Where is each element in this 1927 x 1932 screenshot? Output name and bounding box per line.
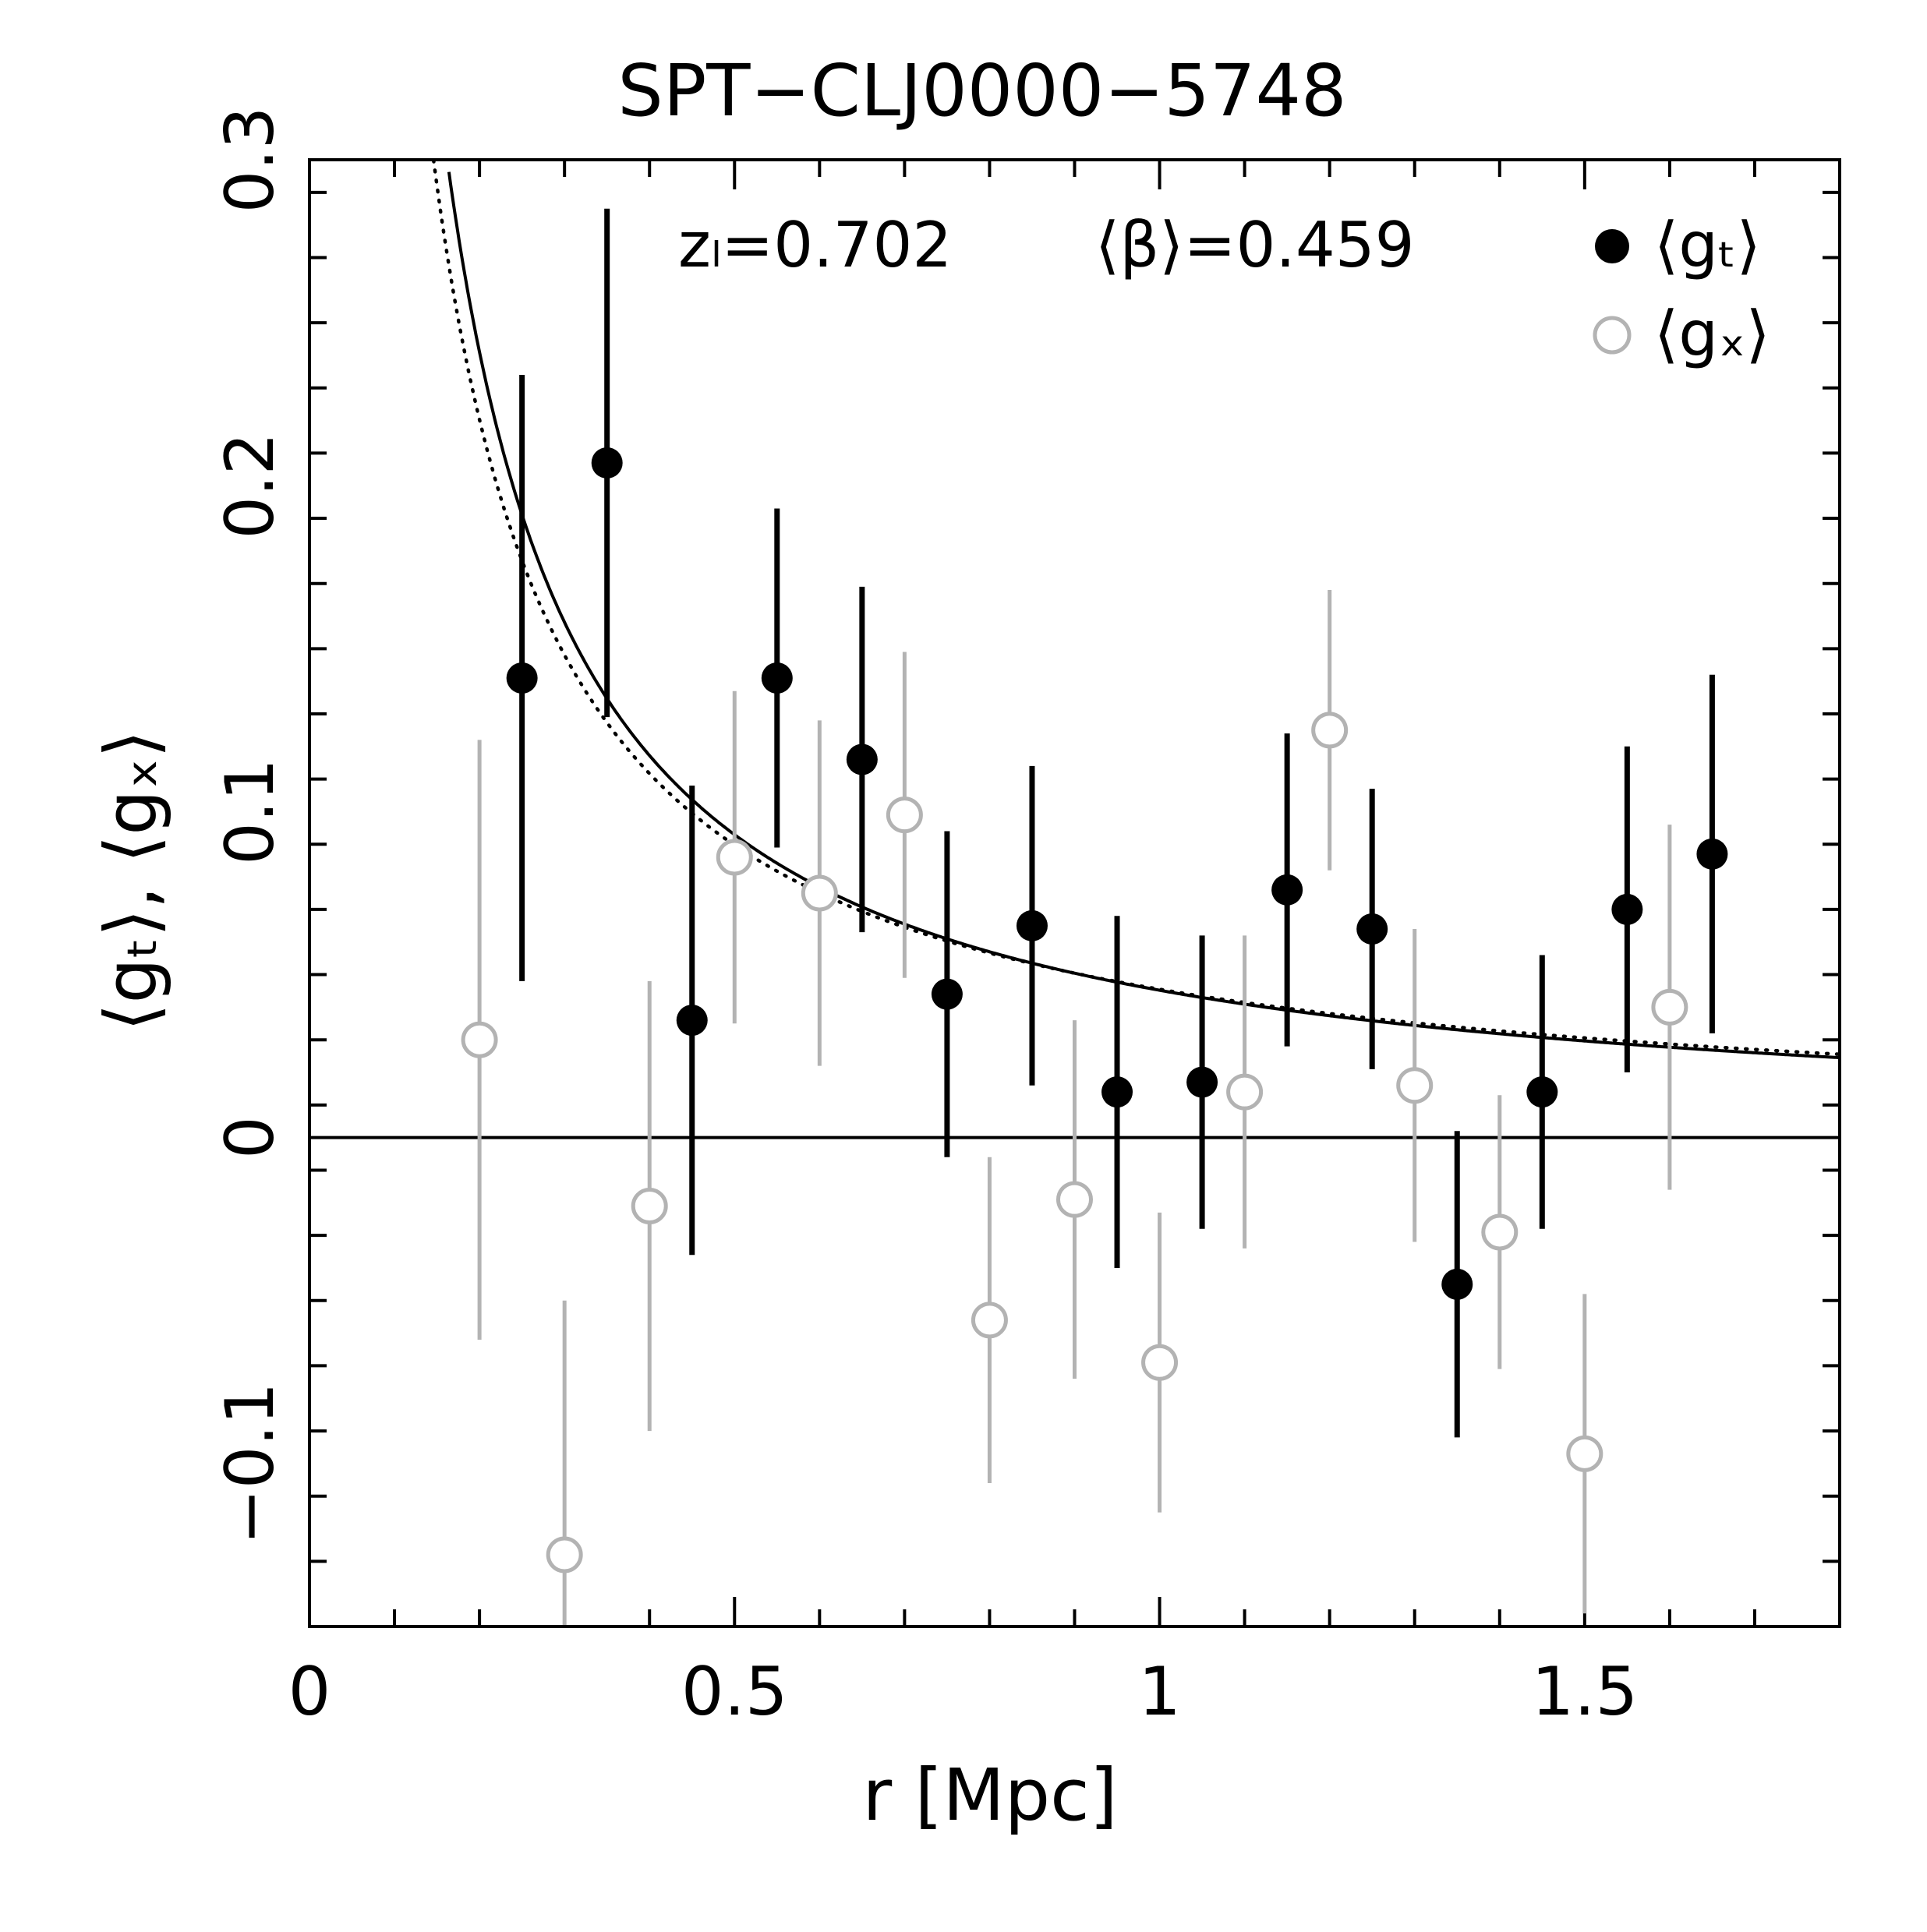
gx-point bbox=[461, 1021, 498, 1058]
gt-point bbox=[761, 662, 793, 694]
gx-point bbox=[631, 1187, 668, 1224]
legend-gt-marker bbox=[1595, 229, 1629, 263]
gt-point bbox=[1611, 893, 1643, 925]
gt-point bbox=[846, 743, 878, 775]
gx-point bbox=[546, 1536, 583, 1574]
model-curve-dotted bbox=[431, 158, 1842, 1056]
y-tick-label: 0.2 bbox=[211, 433, 289, 539]
gt-point bbox=[1101, 1076, 1133, 1108]
gt-point bbox=[1526, 1076, 1558, 1108]
y-axis-label: ⟨gₜ⟩, ⟨gₓ⟩ bbox=[90, 730, 173, 1032]
gt-point bbox=[506, 662, 538, 694]
gt-point bbox=[1186, 1066, 1218, 1098]
gx-point bbox=[1141, 1344, 1179, 1381]
gt-point bbox=[1016, 909, 1048, 941]
series-gt bbox=[506, 208, 1728, 1438]
gx-point bbox=[1056, 1181, 1093, 1218]
gt-point bbox=[676, 1005, 708, 1037]
gx-point bbox=[1396, 1067, 1434, 1104]
chart-title: SPT−CLJ0000−5748 bbox=[617, 49, 1346, 132]
y-tick-label: −0.1 bbox=[211, 1382, 289, 1545]
gx-point bbox=[971, 1302, 1008, 1339]
beta-annotation: ⟨β⟩=0.459 bbox=[1095, 209, 1415, 281]
gx-point bbox=[1481, 1213, 1519, 1251]
gt-point bbox=[1271, 874, 1303, 906]
gx-point bbox=[886, 796, 923, 834]
x-tick-label: 1.5 bbox=[1531, 1653, 1638, 1731]
gx-point bbox=[1566, 1435, 1603, 1472]
gt-point bbox=[1441, 1268, 1473, 1300]
y-tick-label: 0.3 bbox=[211, 107, 289, 214]
model-curve-solid bbox=[447, 171, 1840, 1060]
gt-point bbox=[591, 447, 623, 479]
gx-point bbox=[1226, 1073, 1264, 1111]
axis-ticks bbox=[308, 160, 1841, 1628]
legend-gt-label: ⟨gₜ⟩ bbox=[1654, 209, 1761, 281]
gx-point bbox=[716, 839, 753, 876]
y-tick-label: 0 bbox=[211, 1116, 289, 1159]
redshift-annotation: zₗ=0.702 bbox=[678, 209, 952, 281]
x-tick-labels: 0 0.5 1 1.5 bbox=[288, 1653, 1639, 1731]
gx-point bbox=[801, 874, 838, 912]
gx-point bbox=[1311, 712, 1349, 749]
legend-gx-marker bbox=[1593, 316, 1632, 355]
series-gx bbox=[461, 590, 1688, 1626]
x-tick-label: 1 bbox=[1138, 1653, 1181, 1731]
gt-point bbox=[1696, 838, 1728, 870]
gt-point bbox=[931, 978, 963, 1010]
legend-gx-label: ⟨gₓ⟩ bbox=[1654, 298, 1770, 370]
y-tick-labels: −0.1 0 0.1 0.2 0.3 bbox=[211, 107, 289, 1545]
x-tick-label: 0.5 bbox=[681, 1653, 788, 1731]
plot-frame bbox=[308, 158, 1841, 1628]
gt-point bbox=[1356, 913, 1388, 945]
y-tick-label: 0.1 bbox=[211, 758, 289, 865]
legend: ⟨gₜ⟩ ⟨gₓ⟩ bbox=[1593, 209, 1770, 370]
gx-point bbox=[1651, 988, 1688, 1026]
x-axis-label: r [Mpc] bbox=[862, 1754, 1117, 1837]
x-tick-label: 0 bbox=[288, 1653, 331, 1731]
